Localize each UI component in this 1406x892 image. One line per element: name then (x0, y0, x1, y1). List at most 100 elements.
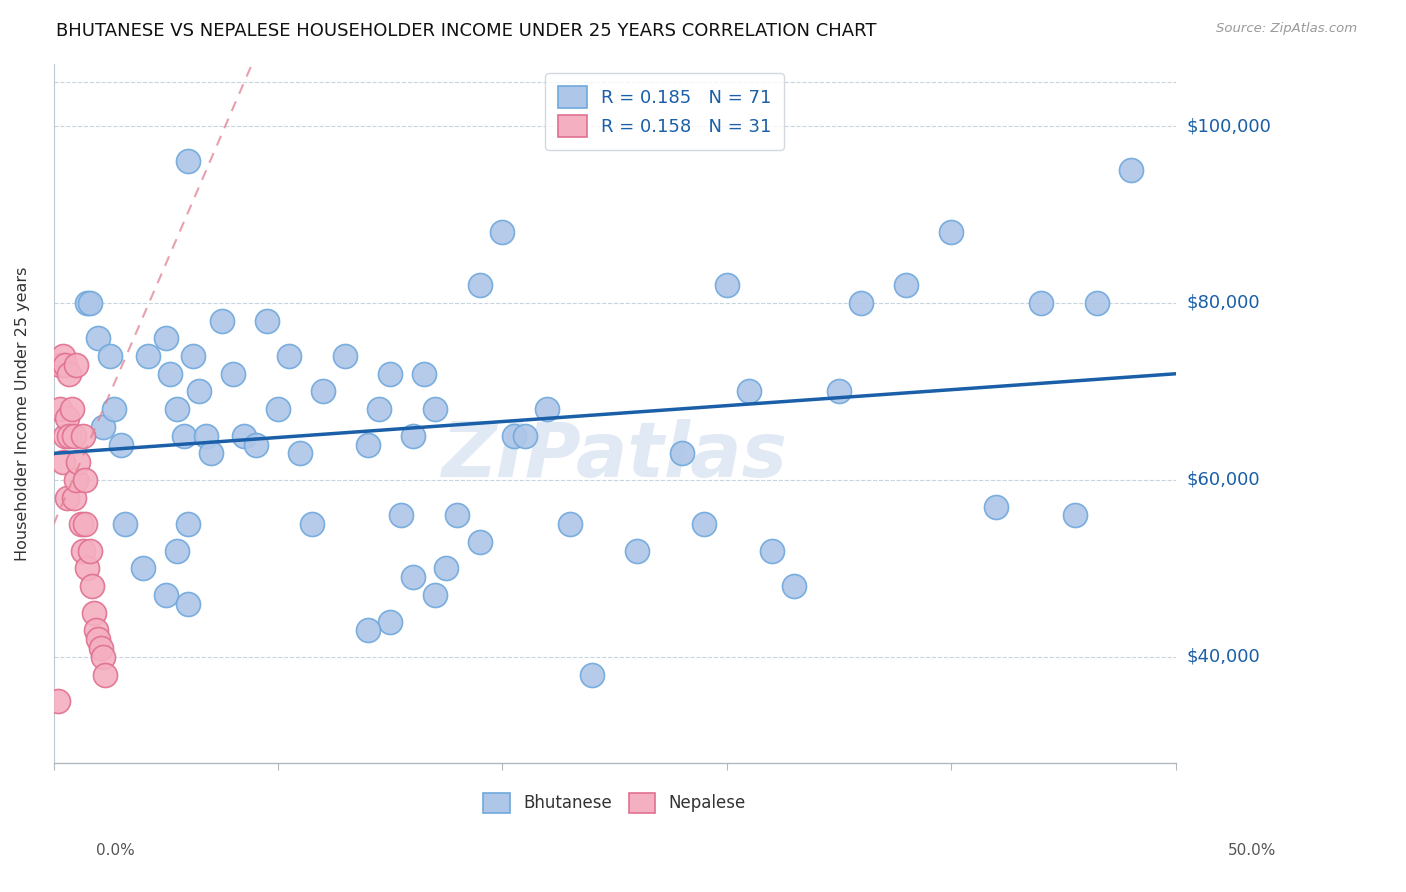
Point (76, 296, 98, 310)
Point (401, 428, 423, 442)
Text: 0.0%: 0.0% (96, 843, 135, 858)
Point (56, 491, 79, 505)
Point (52, 455, 75, 469)
Point (87, 331, 110, 345)
Point (1085, 296, 1108, 310)
Point (177, 597, 200, 611)
Point (60, 402, 83, 417)
Point (103, 402, 125, 417)
Point (896, 278, 918, 293)
Point (166, 402, 188, 417)
Point (188, 384, 211, 399)
Point (1119, 163, 1142, 178)
Text: $100,000: $100,000 (1187, 117, 1271, 135)
Point (716, 278, 738, 293)
Point (312, 384, 335, 399)
Point (195, 428, 218, 442)
Point (267, 402, 290, 417)
Point (62, 428, 84, 442)
Point (49, 358, 72, 372)
Point (626, 543, 648, 558)
Point (132, 561, 155, 575)
Point (49, 402, 72, 417)
Point (67, 455, 90, 469)
Point (1029, 296, 1052, 310)
Point (181, 349, 204, 363)
Text: $80,000: $80,000 (1187, 294, 1260, 312)
Point (423, 588, 446, 602)
Point (1063, 508, 1085, 523)
Point (155, 588, 177, 602)
Point (84, 624, 107, 638)
Point (65, 473, 87, 487)
Point (94, 667, 117, 681)
Point (177, 154, 200, 169)
Text: $60,000: $60,000 (1187, 471, 1260, 489)
Point (90, 641, 112, 656)
Point (91, 420, 114, 434)
Point (98, 349, 121, 363)
Point (53, 358, 76, 372)
Point (671, 446, 693, 460)
Point (159, 367, 181, 381)
Point (72, 543, 94, 558)
Text: Source: ZipAtlas.com: Source: ZipAtlas.com (1216, 22, 1357, 36)
Point (53, 428, 76, 442)
Point (536, 402, 558, 417)
Point (58, 428, 80, 442)
Point (110, 437, 132, 451)
Text: BHUTANESE VS NEPALESE HOUSEHOLDER INCOME UNDER 25 YEARS CORRELATION CHART: BHUTANESE VS NEPALESE HOUSEHOLDER INCOME… (56, 22, 877, 40)
Point (278, 349, 301, 363)
Point (301, 517, 323, 532)
Point (136, 349, 159, 363)
Point (357, 624, 380, 638)
Point (851, 296, 873, 310)
Point (357, 437, 380, 451)
Point (177, 517, 200, 532)
Point (468, 535, 491, 549)
Point (738, 384, 761, 399)
Point (52, 349, 75, 363)
Point (761, 543, 783, 558)
Text: ZIPatlas: ZIPatlas (441, 418, 787, 492)
Point (245, 437, 267, 451)
Point (200, 446, 222, 460)
Point (502, 428, 524, 442)
Point (114, 517, 136, 532)
Point (79, 543, 101, 558)
Point (155, 331, 177, 345)
Point (828, 384, 851, 399)
Point (581, 667, 603, 681)
Point (558, 517, 581, 532)
Point (91, 649, 114, 664)
Point (211, 314, 233, 328)
Point (83, 606, 105, 620)
Point (65, 358, 87, 372)
Point (233, 428, 256, 442)
Point (73, 473, 96, 487)
Point (56, 411, 79, 425)
Point (256, 314, 278, 328)
Point (76, 561, 98, 575)
Point (389, 508, 412, 523)
Point (62, 491, 84, 505)
Text: $40,000: $40,000 (1187, 648, 1260, 666)
Point (368, 402, 391, 417)
Point (80, 579, 103, 593)
Point (984, 500, 1007, 514)
Point (69, 517, 91, 532)
Point (335, 349, 357, 363)
Point (412, 367, 434, 381)
Y-axis label: Householder Income Under 25 years: Householder Income Under 25 years (15, 267, 30, 561)
Point (513, 428, 536, 442)
Point (380, 615, 402, 629)
Point (290, 446, 312, 460)
Text: 50.0%: 50.0% (1229, 843, 1277, 858)
Point (58, 367, 80, 381)
Legend: Bhutanese, Nepalese: Bhutanese, Nepalese (471, 781, 758, 825)
Point (434, 561, 457, 575)
Point (491, 225, 513, 239)
Point (79, 296, 101, 310)
Point (446, 508, 468, 523)
Point (783, 579, 806, 593)
